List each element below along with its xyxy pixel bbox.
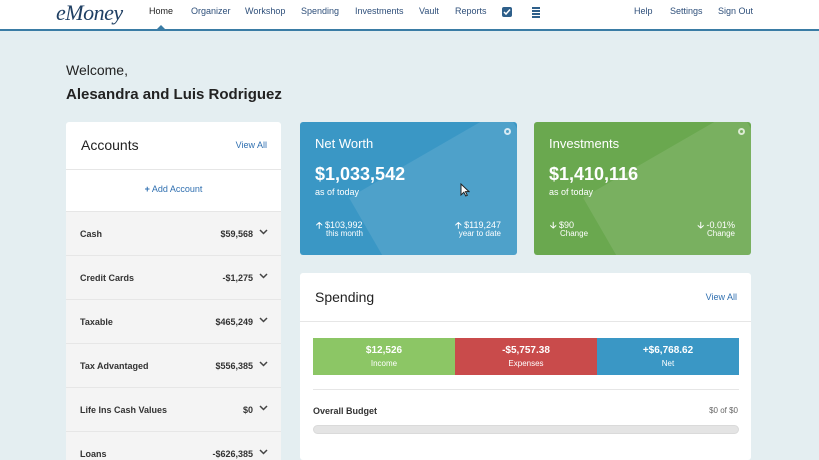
investments-percent-stat: 🡣 -0.01%: [697, 218, 735, 234]
chevron-down-icon[interactable]: [259, 449, 268, 455]
arrow-down-icon: 🡣: [697, 220, 704, 230]
income-value: $12,526: [365, 345, 403, 356]
net-worth-title: Net Worth: [315, 136, 374, 151]
top-navigation: eMoney Home Organizer Workshop Spending …: [0, 0, 819, 31]
investments-change-stat: 🡣 $90: [550, 218, 574, 234]
income-label: Income: [370, 359, 398, 368]
account-row-label: Taxable: [80, 317, 113, 327]
net-worth-month-value: $103,992: [324, 220, 363, 230]
spending-view-all-link[interactable]: View All: [705, 292, 737, 302]
gear-icon[interactable]: [738, 128, 745, 135]
account-row-life-ins-cash-values[interactable]: Life Ins Cash Values $0: [66, 388, 281, 432]
nav-home[interactable]: Home: [149, 6, 174, 16]
arrow-down-icon: 🡣: [550, 220, 557, 230]
stack-icon[interactable]: [532, 5, 540, 18]
overall-budget-progress-bar: [313, 425, 739, 434]
income-segment[interactable]: $12,526 Income: [313, 338, 455, 375]
nav-sign-out[interactable]: Sign Out: [718, 6, 754, 16]
account-row-value: $556,385: [215, 361, 253, 371]
net-worth-month-label: this month: [326, 229, 363, 238]
nav-settings[interactable]: Settings: [670, 6, 703, 16]
chevron-down-icon[interactable]: [259, 229, 268, 235]
arrow-up-icon: 🡡: [316, 220, 323, 230]
plus-icon: +: [144, 184, 150, 194]
expenses-label: Expenses: [508, 359, 544, 368]
net-worth-ytd-label: year to date: [458, 229, 501, 238]
overall-budget-label: Overall Budget: [313, 406, 378, 416]
spending-panel: Spending View All $12,526 Income -$5,757…: [300, 273, 751, 460]
account-row-value: -$1,275: [222, 273, 253, 283]
account-row-label: Credit Cards: [80, 273, 135, 283]
account-row-label: Life Ins Cash Values: [80, 405, 168, 415]
welcome-greeting: Welcome,: [66, 62, 128, 78]
account-row-value: $0: [242, 405, 253, 415]
chevron-down-icon[interactable]: [259, 405, 268, 411]
investments-subtitle: as of today: [549, 187, 594, 197]
spending-title: Spending: [315, 289, 375, 305]
divider: [313, 389, 739, 390]
investments-card[interactable]: Investments $1,410,116 as of today 🡣 $90…: [534, 122, 751, 255]
net-worth-card[interactable]: Net Worth $1,033,542 as of today 🡡 $103,…: [300, 122, 517, 255]
account-row-value: $465,249: [215, 317, 253, 327]
active-tab-indicator: [156, 25, 166, 30]
nav-vault[interactable]: Vault: [419, 6, 439, 16]
chevron-down-icon[interactable]: [259, 317, 268, 323]
net-worth-month-stat: 🡡 $103,992: [316, 218, 363, 234]
arrow-up-icon: 🡡: [455, 220, 462, 230]
nav-organizer[interactable]: Organizer: [191, 6, 231, 16]
net-value: +$6,768.62: [642, 345, 694, 356]
client-names: Alesandra and Luis Rodriguez: [66, 86, 282, 103]
investments-percent-label: Change: [706, 229, 735, 238]
accounts-title: Accounts: [81, 137, 139, 153]
net-worth-ytd-stat: 🡡 $119,247: [455, 218, 501, 234]
gear-icon[interactable]: [504, 128, 511, 135]
nav-help[interactable]: Help: [634, 6, 653, 16]
emoney-logo[interactable]: eMoney: [56, 0, 123, 25]
net-worth-ytd-value: $119,247: [464, 220, 501, 230]
investments-percent-value: -0.01%: [706, 220, 735, 230]
net-worth-value: $1,033,542: [315, 164, 406, 184]
account-row-taxable[interactable]: Taxable $465,249: [66, 300, 281, 344]
add-account-button[interactable]: + Add Account: [66, 184, 281, 194]
net-label: Net: [661, 359, 675, 368]
account-row-label: Tax Advantaged: [80, 361, 149, 371]
investments-change-value: $90: [558, 220, 575, 230]
divider: [66, 211, 281, 212]
account-row-tax-advantaged[interactable]: Tax Advantaged $556,385: [66, 344, 281, 388]
accounts-panel: Accounts View All + Add Account Cash $59…: [66, 122, 281, 460]
overall-budget-value: $0 of $0: [709, 406, 738, 415]
nav-reports[interactable]: Reports: [455, 6, 487, 16]
expenses-value: -$5,757.38: [502, 345, 550, 356]
mouse-cursor-icon: [460, 183, 470, 197]
add-account-label: Add Account: [151, 184, 203, 194]
account-row-label: Loans: [80, 449, 107, 459]
account-row-label: Cash: [80, 229, 103, 239]
nav-spending[interactable]: Spending: [301, 6, 340, 16]
account-row-value: $59,568: [220, 229, 253, 239]
account-row-credit-cards[interactable]: Credit Cards -$1,275: [66, 256, 281, 300]
nav-investments[interactable]: Investments: [355, 6, 404, 16]
account-row-value: -$626,385: [212, 449, 253, 459]
chevron-down-icon[interactable]: [259, 361, 268, 367]
investments-title: Investments: [549, 136, 620, 151]
checklist-icon[interactable]: [502, 7, 512, 17]
chevron-down-icon[interactable]: [259, 273, 268, 279]
divider: [300, 321, 751, 322]
account-row-cash[interactable]: Cash $59,568: [66, 212, 281, 256]
account-row-loans[interactable]: Loans -$626,385: [66, 432, 281, 460]
nav-workshop[interactable]: Workshop: [245, 6, 286, 16]
net-worth-subtitle: as of today: [315, 187, 360, 197]
net-segment[interactable]: +$6,768.62 Net: [597, 338, 739, 375]
investments-change-label: Change: [560, 229, 589, 238]
accounts-view-all-link[interactable]: View All: [235, 140, 267, 150]
investments-value: $1,410,116: [549, 164, 639, 184]
divider: [66, 169, 281, 170]
expenses-segment[interactable]: -$5,757.38 Expenses: [455, 338, 597, 375]
